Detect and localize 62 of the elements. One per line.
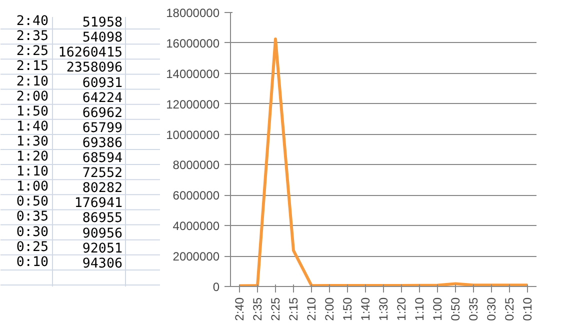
text: 176941 — [74, 196, 123, 212]
text: 16260415 — [58, 46, 123, 61]
category-label: 2:15 — [16, 59, 49, 74]
category-label: 2:10 — [16, 74, 49, 90]
category-label: 2:40 — [16, 14, 49, 30]
text: 92051 — [82, 241, 123, 256]
x-tick-label: 0:10 — [520, 297, 534, 321]
y-tick-label: 8000000 — [172, 158, 220, 172]
text: 2358096 — [66, 60, 122, 76]
x-tick-label: 2:00 — [322, 297, 336, 321]
category-label: 0:30 — [16, 224, 49, 240]
text: 69386 — [82, 136, 123, 151]
y-tick-label: 10000000 — [166, 128, 220, 142]
text: 72552 — [82, 166, 123, 182]
y-tick-label: 18000000 — [166, 6, 220, 20]
category-label: 2:00 — [16, 89, 49, 104]
category-label: 0:35 — [16, 210, 49, 225]
category-label: 1:30 — [16, 134, 49, 150]
text: 68594 — [82, 151, 123, 166]
text: 54098 — [82, 30, 123, 46]
text: 64224 — [82, 90, 123, 106]
x-tick-label: 1:00 — [430, 297, 444, 321]
category-label: 1:00 — [16, 180, 49, 195]
category-label: 1:10 — [16, 164, 49, 180]
y-tick-label: 6000000 — [172, 188, 220, 203]
text: 90956 — [82, 226, 123, 242]
x-tick-label: 0:30 — [484, 297, 498, 321]
category-label: 2:35 — [16, 29, 49, 44]
x-tick-label: 2:15 — [286, 297, 300, 321]
x-tick-label: 0:50 — [448, 297, 462, 321]
category-label: 0:25 — [16, 240, 49, 255]
text: 94306 — [82, 256, 123, 272]
x-tick-label: 1:50 — [340, 297, 354, 321]
category-label: 0:50 — [16, 194, 49, 210]
category-label: 1:20 — [16, 150, 49, 165]
y-tick-label: 4000000 — [172, 219, 220, 234]
category-label: 1:50 — [16, 104, 49, 120]
x-tick-label: 2:35 — [250, 297, 264, 321]
category-label: 0:10 — [16, 254, 49, 270]
x-tick-label: 2:10 — [304, 297, 318, 321]
text: 51958 — [82, 16, 123, 31]
text: 80282 — [82, 181, 123, 196]
y-tick-label: 16000000 — [166, 36, 220, 50]
x-tick-label: 2:25 — [268, 297, 282, 321]
x-tick-label: 1:30 — [376, 297, 390, 321]
x-tick-label: 1:40 — [358, 297, 372, 321]
y-tick-label: 0 — [212, 280, 220, 294]
x-tick-label: 0:25 — [502, 297, 516, 321]
y-tick-label: 14000000 — [166, 66, 220, 81]
y-tick-label: 12000000 — [166, 97, 220, 112]
text: 65799 — [82, 120, 123, 136]
category-label: 1:40 — [16, 119, 49, 134]
x-tick-label: 1:20 — [394, 297, 408, 321]
x-tick-label: 2:40 — [232, 297, 246, 321]
text: 86955 — [82, 211, 123, 226]
x-tick-label: 0:35 — [466, 297, 480, 321]
text: 60931 — [82, 76, 123, 91]
y-tick-label: 2000000 — [172, 250, 220, 264]
line-series — [238, 37, 529, 286]
x-tick-label: 1:10 — [412, 297, 426, 321]
text: 66962 — [82, 106, 123, 121]
category-label: 2:25 — [16, 44, 49, 60]
